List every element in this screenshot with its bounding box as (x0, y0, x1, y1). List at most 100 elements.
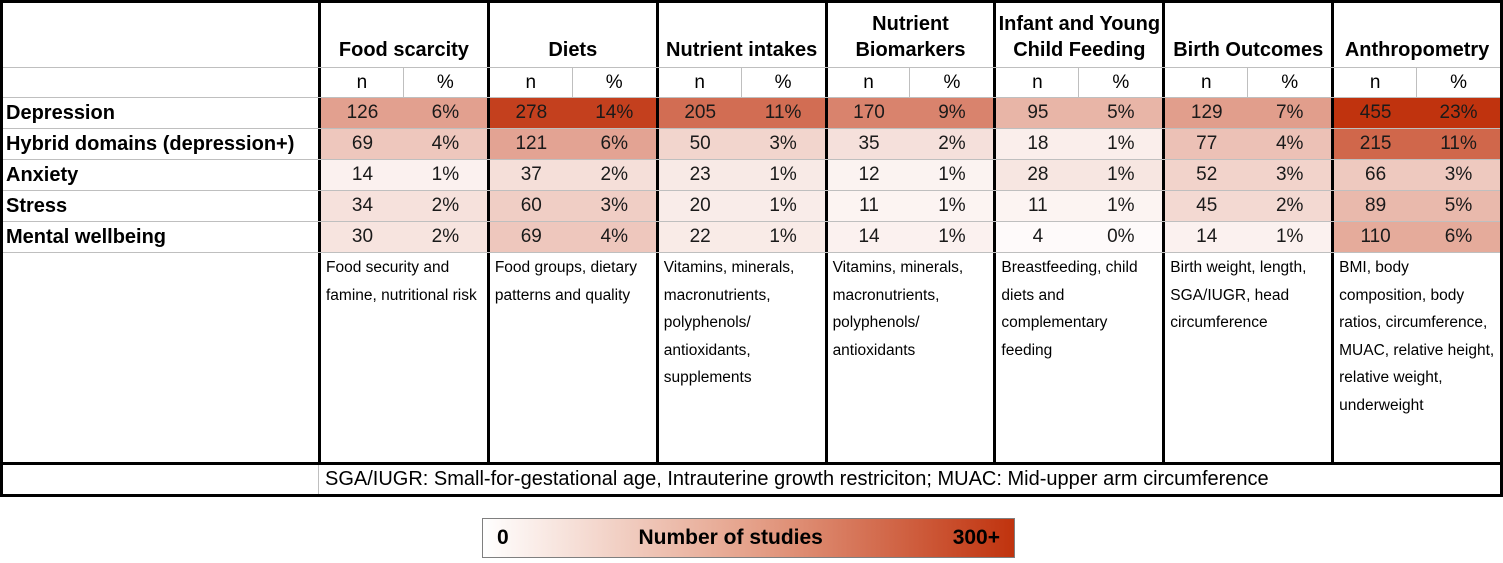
legend-title: Number of studies (638, 526, 823, 549)
subheader-group-food-scarcity: n% (318, 68, 487, 97)
heat-cell-diets: 278 14% (486, 98, 656, 128)
subheader-pct-label: % (943, 72, 961, 93)
cell-pct-value: 1% (431, 164, 460, 185)
subheader-group-nutrient-biomarkers: n% (824, 68, 994, 97)
column-description-nutrient-intakes: Vitamins, minerals, macronutrients, poly… (655, 253, 825, 462)
table-row-mental-wellbeing: Mental wellbeing 30 2% 69 4% 22 1% 14 1% 4 0% 14 1% 1… (3, 221, 1500, 252)
cell-n-value: 205 (684, 102, 717, 123)
footnote-spacer (3, 465, 318, 494)
heat-cell-nutrient-biomarkers: 12 1% (824, 160, 994, 190)
cell-n-value: 66 (1365, 164, 1387, 185)
cell-n-value: 28 (1027, 164, 1049, 185)
heat-cell-anthropometry: 455 23% (1331, 98, 1500, 128)
row-label: Hybrid domains (depression+) (6, 133, 295, 155)
subheader-group-diets: n% (486, 68, 656, 97)
heat-cell-diets: 121 6% (486, 129, 656, 159)
cell-n-value: 37 (520, 164, 542, 185)
row-label: Anxiety (6, 164, 79, 186)
cell-n-value: 22 (689, 226, 711, 247)
column-header-food-scarcity: Food scarcity (318, 3, 487, 67)
heat-cell-food-scarcity: 30 2% (318, 222, 487, 252)
description-spacer (3, 253, 318, 462)
heat-cell-nutrient-intakes: 20 1% (655, 191, 825, 221)
heat-cell-diets: 69 4% (486, 222, 656, 252)
description-row: Food security and famine, nutritional ri… (3, 252, 1500, 462)
subheader-n-label: n (659, 68, 742, 97)
cell-pct-value: 1% (1107, 133, 1135, 154)
heat-cell-nutrient-intakes: 50 3% (655, 129, 825, 159)
cell-n-value: 95 (1027, 102, 1049, 123)
table-row-anxiety: Anxiety 14 1% 37 2% 23 1% 12 1% 28 1% 52 3% 66 3% (3, 159, 1500, 190)
cell-n-value: 215 (1359, 133, 1392, 154)
cell-n-value: 69 (520, 226, 542, 247)
heat-cell-food-scarcity: 69 4% (318, 129, 487, 159)
subheader-n-label: n (1334, 68, 1418, 97)
subheader-pct-label: % (1112, 72, 1130, 93)
cell-pct-value: 23% (1439, 102, 1478, 123)
cell-pct-value: 2% (431, 226, 460, 247)
cell-pct-value: 2% (600, 164, 628, 185)
cell-pct-value: 1% (769, 226, 797, 247)
subheader-group-birth-outcomes: n% (1162, 68, 1331, 97)
cell-n-value: 77 (1196, 133, 1218, 154)
cell-pct-value: 5% (1107, 102, 1135, 123)
heat-cell-nutrient-biomarkers: 170 9% (824, 98, 994, 128)
subheader-pct-label: % (774, 72, 792, 93)
cell-pct-value: 4% (1275, 133, 1304, 154)
cell-pct-value: 2% (938, 133, 966, 154)
cell-pct-value: 1% (938, 164, 966, 185)
heat-cell-food-scarcity: 126 6% (318, 98, 487, 128)
cell-pct-value: 11% (1440, 133, 1477, 154)
heat-cell-diets: 37 2% (486, 160, 656, 190)
cell-pct-value: 3% (1275, 164, 1304, 185)
column-header-nutrient-biomarkers: Nutrient Biomarkers (824, 3, 994, 67)
subheader-group-anthropometry: n% (1331, 68, 1500, 97)
subheader-spacer (3, 68, 318, 97)
row-label: Mental wellbeing (6, 226, 167, 248)
cell-n-value: 4 (1032, 226, 1044, 247)
table-footnote: SGA/IUGR: Small-for-gestational age, Int… (318, 465, 1500, 494)
heat-cell-anthropometry: 110 6% (1331, 222, 1500, 252)
heat-cell-food-scarcity: 14 1% (318, 160, 487, 190)
subheader-group-infant-and-young-child-feeding: n% (993, 68, 1162, 97)
row-label: Depression (6, 102, 115, 124)
subheader-pct-label: % (436, 72, 454, 93)
cell-pct-value: 1% (938, 226, 966, 247)
heat-cell-anthropometry: 89 5% (1331, 191, 1500, 221)
cell-n-value: 14 (351, 164, 374, 185)
heat-cell-infant-and-young-child-feeding: 18 1% (993, 129, 1163, 159)
cell-pct-value: 1% (938, 195, 966, 216)
subheader-n-label: n (828, 68, 911, 97)
cell-n-value: 60 (520, 195, 542, 216)
cell-pct-value: 14% (595, 102, 634, 123)
heat-cell-nutrient-intakes: 23 1% (655, 160, 825, 190)
column-description-infant-and-young-child-feeding: Breastfeeding, child diets and complemen… (993, 253, 1162, 462)
column-header-birth-outcomes: Birth Outcomes (1162, 3, 1331, 67)
heatmap-legend: 0 Number of studies 300+ (482, 518, 1015, 558)
cell-n-value: 18 (1027, 133, 1049, 154)
heat-cell-nutrient-intakes: 22 1% (655, 222, 825, 252)
cell-pct-value: 11% (764, 102, 802, 123)
cell-pct-value: 6% (431, 102, 460, 123)
cell-n-value: 129 (1190, 102, 1223, 123)
column-description-diets: Food groups, dietary patterns and qualit… (486, 253, 656, 462)
heat-cell-birth-outcomes: 14 1% (1162, 222, 1332, 252)
cell-n-value: 20 (689, 195, 711, 216)
footnote-row: SGA/IUGR: Small-for-gestational age, Int… (3, 462, 1500, 494)
cell-n-value: 12 (858, 164, 880, 185)
table-row-depression: Depression 126 6% 278 14% 205 11% 170 9% 95 5% 129 7… (3, 97, 1500, 128)
cell-n-value: 52 (1196, 164, 1218, 185)
cell-n-value: 278 (515, 102, 548, 123)
heat-cell-birth-outcomes: 45 2% (1162, 191, 1332, 221)
cell-pct-value: 4% (600, 226, 628, 247)
heat-cell-anthropometry: 215 11% (1331, 129, 1500, 159)
heat-cell-anthropometry: 66 3% (1331, 160, 1500, 190)
row-label: Stress (6, 195, 68, 217)
legend-min-label: 0 (497, 526, 509, 549)
cell-n-value: 110 (1360, 226, 1391, 247)
cell-pct-value: 1% (769, 195, 797, 216)
cell-n-value: 170 (853, 102, 885, 123)
table-row-hybrid-domains-depression: Hybrid domains (depression+) 69 4% 121 6% 50 3… (3, 128, 1500, 159)
cell-n-value: 45 (1196, 195, 1218, 216)
cell-n-value: 35 (858, 133, 880, 154)
